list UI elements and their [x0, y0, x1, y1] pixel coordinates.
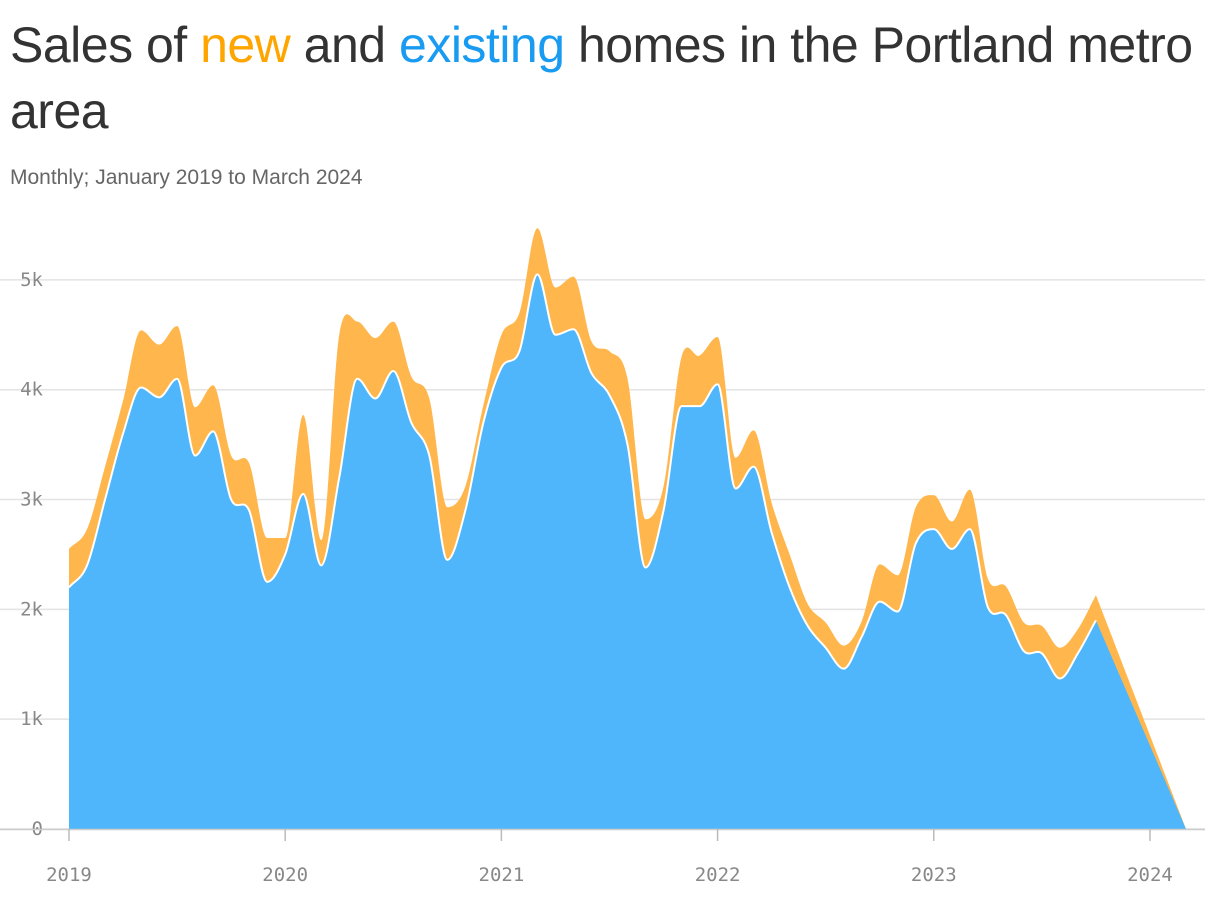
title-part-1: Sales of	[10, 17, 201, 73]
title-new-word: new	[200, 17, 291, 73]
title-part-3: homes in the Portland metro area	[10, 17, 1193, 139]
x-tick-label: 2019	[46, 864, 92, 886]
x-tick-label: 2022	[695, 864, 741, 886]
x-tick-label: 2021	[479, 864, 525, 886]
title-existing-word: existing	[399, 17, 565, 73]
x-tick-label: 2020	[262, 864, 308, 886]
existing-homes-edge-line	[68, 273, 1097, 680]
y-tick-label: 1k	[20, 708, 43, 730]
title-part-2: and	[290, 17, 400, 73]
y-tick-label: 3k	[20, 489, 43, 511]
chart-title: Sales of new and existing homes in the P…	[10, 12, 1200, 144]
y-tick-label: 4k	[20, 379, 43, 401]
chart-subtitle: Monthly; January 2019 to March 2024	[10, 166, 363, 189]
area-series	[68, 228, 1186, 829]
y-tick-label: 5k	[20, 269, 43, 291]
x-tick-label: 2024	[1127, 864, 1173, 886]
existing-homes-area	[69, 274, 1186, 829]
y-tick-label: 2k	[20, 598, 43, 620]
x-tick-label: 2023	[911, 864, 957, 886]
